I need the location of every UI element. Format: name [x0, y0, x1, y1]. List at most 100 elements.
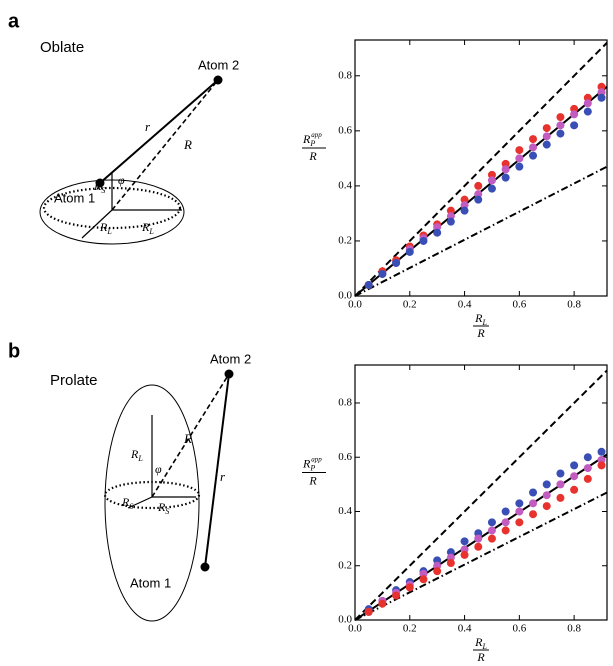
atom-1 — [200, 562, 210, 572]
radius-label: RL — [99, 220, 112, 236]
data-point — [433, 228, 442, 237]
x-tick-label: 0.8 — [567, 623, 581, 635]
data-point — [364, 280, 373, 289]
x-tick-label: 0.6 — [512, 623, 526, 635]
data-point — [446, 559, 455, 568]
radius-label: RS — [93, 179, 105, 195]
base: R — [302, 132, 311, 146]
angle-label: φ — [155, 462, 162, 476]
data-point — [570, 104, 579, 113]
data-point — [570, 485, 579, 494]
y-label-numerator: RPapp — [302, 455, 322, 472]
distance-label: r — [145, 119, 151, 134]
equator-ellipse — [42, 186, 182, 230]
x-label-denominator: R — [476, 650, 485, 664]
atom-2 — [224, 369, 234, 379]
data-point — [501, 165, 510, 174]
data-point — [583, 93, 592, 102]
data-point — [583, 107, 592, 116]
y-tick-label: 0.8 — [338, 69, 352, 81]
data-point — [556, 469, 565, 478]
data-point — [529, 488, 538, 497]
data-point — [392, 258, 401, 267]
data-point — [583, 464, 592, 473]
sub: L — [481, 642, 487, 651]
sub: L — [106, 227, 112, 236]
y-tick-label: 0.6 — [338, 451, 352, 463]
base: R — [141, 220, 150, 234]
atom-label: Atom 1 — [130, 575, 171, 590]
data-point — [460, 537, 469, 546]
y-tick-label: 0.4 — [338, 179, 352, 191]
oblate-diagram — [39, 75, 223, 245]
base: R — [93, 179, 102, 193]
data-point — [460, 195, 469, 204]
panel-title: Oblate — [40, 39, 84, 56]
data-point — [487, 184, 496, 193]
data-point — [460, 550, 469, 559]
data-point — [515, 162, 524, 171]
data-point — [542, 491, 551, 500]
reference-line — [354, 42, 608, 297]
y-tick-label: 0.2 — [338, 234, 352, 246]
x-tick-label: 0.8 — [567, 299, 581, 311]
x-tick-label: 0.0 — [348, 299, 362, 311]
data-point — [433, 223, 442, 232]
data-point — [474, 181, 483, 190]
data-point — [378, 599, 387, 608]
distance-label: R — [183, 431, 192, 446]
data-point — [570, 472, 579, 481]
sub: P — [309, 139, 315, 148]
data-point — [487, 170, 496, 179]
base: R — [99, 220, 108, 234]
data-point — [542, 502, 551, 511]
outer-ellipse — [104, 384, 200, 622]
sub: L — [148, 227, 154, 236]
base: R — [302, 456, 311, 470]
x-tick-label: 0.4 — [458, 299, 472, 311]
radius-label: RS — [157, 500, 169, 516]
data-point — [556, 121, 565, 130]
distance-label: R — [183, 137, 192, 152]
data-point — [529, 151, 538, 160]
data-point — [542, 124, 551, 133]
sup: app — [311, 455, 322, 463]
plot-frame — [354, 364, 608, 621]
sub: L — [137, 454, 143, 463]
data-point — [529, 143, 538, 152]
data-point — [446, 217, 455, 226]
data-point — [515, 154, 524, 163]
data-point — [542, 140, 551, 149]
data-point — [433, 567, 442, 576]
reference-line — [354, 165, 608, 297]
data-point — [515, 146, 524, 155]
y-tick-label: 0.8 — [338, 397, 352, 409]
base: R — [474, 311, 483, 325]
sub: P — [309, 463, 315, 472]
x-tick-label: 0.2 — [403, 299, 417, 311]
angle-label: φ — [118, 173, 125, 187]
atom-label: Atom 2 — [210, 351, 251, 366]
panel-label: a — [8, 10, 20, 32]
plot-frame — [354, 39, 608, 297]
x-label-numerator: RL — [474, 635, 487, 651]
data-point — [570, 110, 579, 119]
data-point — [583, 474, 592, 483]
data-point — [529, 510, 538, 519]
data-point — [405, 583, 414, 592]
reference-line — [354, 369, 608, 621]
data-point — [597, 447, 606, 456]
data-point — [556, 113, 565, 122]
data-point — [556, 480, 565, 489]
r-line — [99, 79, 219, 184]
data-point — [583, 99, 592, 108]
data-point — [515, 518, 524, 527]
radius-label: RL — [130, 447, 143, 463]
data-point — [556, 493, 565, 502]
data-point — [474, 542, 483, 551]
radius-label: RS — [121, 495, 133, 511]
sub: L — [481, 318, 487, 327]
data-point — [542, 480, 551, 489]
x-tick-label: 0.0 — [348, 623, 362, 635]
